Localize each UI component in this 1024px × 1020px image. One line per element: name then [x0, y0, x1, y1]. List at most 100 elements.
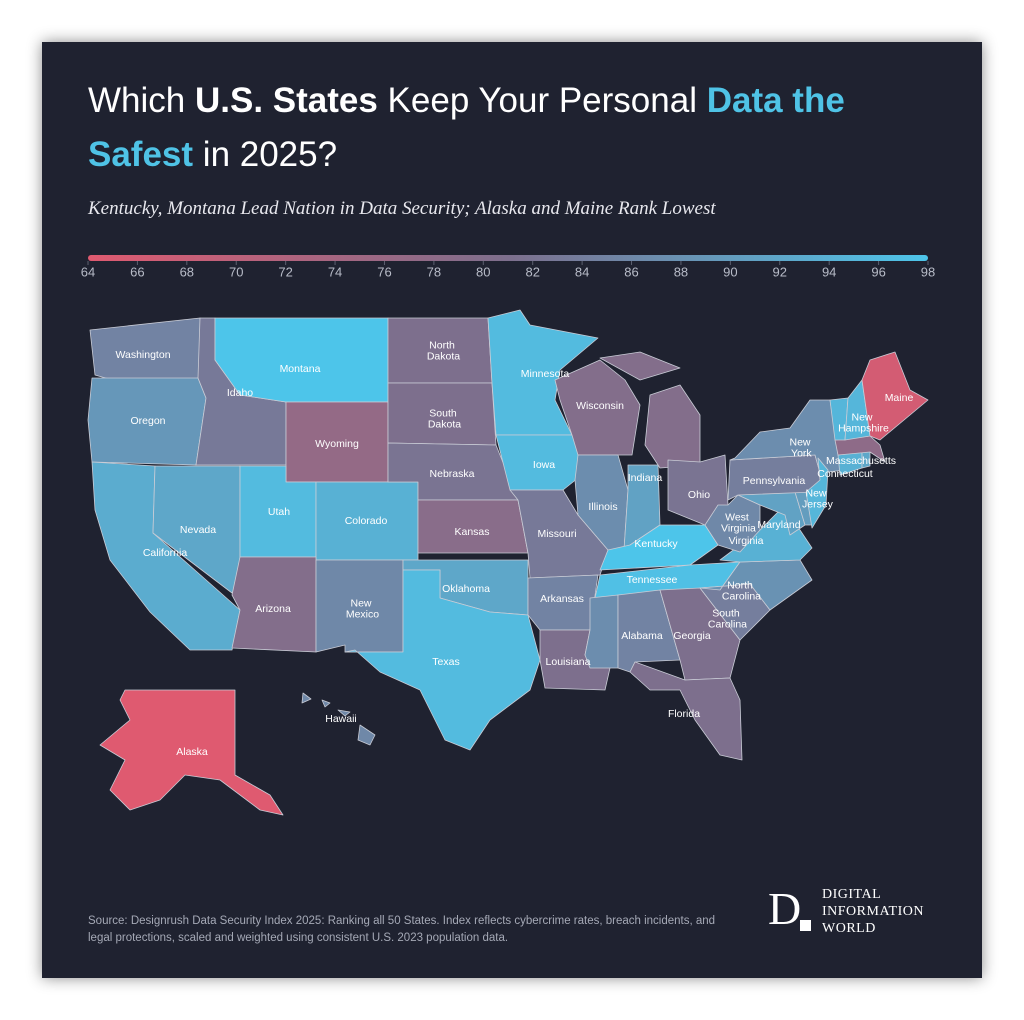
state-label: North Dakota	[424, 339, 460, 362]
tick-label: 64	[81, 264, 95, 279]
tick-label: 90	[723, 264, 737, 279]
logo-letter: D	[768, 883, 802, 934]
state-label: Oregon	[130, 415, 165, 427]
logo-line: WORLD	[822, 921, 876, 936]
title-part: Which	[88, 81, 195, 120]
subtitle: Kentucky, Montana Lead Nation in Data Se…	[88, 198, 716, 219]
label-line: Dakota	[425, 418, 461, 430]
state-label: West Virginia	[718, 511, 756, 534]
state	[344, 569, 541, 751]
state	[805, 457, 829, 529]
label-line: Jersey	[799, 498, 834, 510]
state	[301, 692, 376, 746]
label-line: South	[429, 407, 457, 419]
state	[99, 689, 284, 816]
state-label: North Carolina	[719, 579, 761, 602]
state-label: Massachusetts	[826, 455, 896, 467]
state-label: Montana	[280, 363, 321, 375]
tick-label: 74	[328, 264, 342, 279]
tick-label: 94	[822, 264, 836, 279]
state-label: New Hampshire	[835, 411, 889, 434]
title-part: Data the Safest	[88, 81, 845, 174]
state-label: Georgia	[673, 630, 711, 642]
state-label: Kentucky	[634, 538, 678, 550]
state-label: Maine	[885, 392, 914, 404]
logo: D DIGITAL INFORMATION WORLD	[768, 886, 924, 937]
tick-label: 92	[773, 264, 787, 279]
tick-label: 72	[278, 264, 292, 279]
state-label: Indiana	[628, 472, 663, 484]
state-label: New York	[788, 436, 812, 459]
state-label: California	[143, 547, 188, 559]
label-line: North	[429, 339, 455, 351]
state	[699, 559, 813, 611]
tick-label: 84	[575, 264, 589, 279]
logo-line: INFORMATION	[822, 904, 924, 919]
label-line: Carolina	[705, 618, 747, 630]
title: Which U.S. States Keep Your Personal Dat…	[88, 74, 938, 182]
label-line: Dakota	[424, 350, 460, 362]
tick-label: 70	[229, 264, 243, 279]
label-line: York	[788, 447, 812, 459]
label-line: New	[851, 411, 872, 423]
tick-label: 88	[674, 264, 688, 279]
state-label: South Dakota	[425, 407, 461, 430]
logo-square	[800, 920, 811, 931]
state-label: Arizona	[255, 603, 291, 615]
label-line: North	[727, 579, 753, 591]
tick-label: 96	[871, 264, 885, 279]
label-line: Hampshire	[835, 422, 889, 434]
label-line: New	[805, 487, 826, 499]
state-label: Missouri	[537, 528, 576, 540]
state-label: South Carolina	[705, 607, 747, 630]
state	[861, 351, 929, 441]
tick-label: 68	[180, 264, 194, 279]
state-label: Maryland	[757, 519, 800, 531]
state-label: Connecticut	[817, 468, 873, 480]
state-label: Alaska	[176, 746, 208, 758]
tick-label: 78	[427, 264, 441, 279]
state-label: Virginia	[729, 535, 764, 547]
state-label: Texas	[432, 656, 459, 668]
logo-text: DIGITAL INFORMATION WORLD	[822, 886, 924, 937]
state-label: Utah	[268, 506, 290, 518]
state-label: Florida	[668, 708, 700, 720]
tick-label: 66	[130, 264, 144, 279]
colorbar	[88, 255, 928, 261]
state-label: Kansas	[454, 526, 489, 538]
state-label: Ohio	[688, 489, 710, 501]
tick-label: 80	[476, 264, 490, 279]
title-part: U.S. States	[194, 81, 378, 120]
label-line: Mexico	[343, 608, 379, 620]
title-part: Keep Your Personal	[377, 81, 707, 120]
state-label: Wyoming	[315, 438, 359, 450]
state-label: Nevada	[180, 524, 216, 536]
state-label: Colorado	[345, 515, 388, 527]
state-label: Idaho	[227, 387, 253, 399]
state-label: New Jersey	[799, 487, 834, 510]
state-label: Pennsylvania	[743, 475, 806, 487]
state-label: Iowa	[533, 459, 555, 471]
logo-line: DIGITAL	[822, 887, 882, 902]
tick-label: 82	[525, 264, 539, 279]
state-label: New Mexico	[343, 597, 379, 620]
state-label: Louisiana	[546, 656, 591, 668]
label-line: New	[350, 597, 371, 609]
state-label: Hawaii	[325, 713, 357, 725]
label-line: Virginia	[718, 522, 756, 534]
label-line: Carolina	[719, 590, 761, 602]
state-label: Minnesota	[521, 368, 570, 380]
title-part: in 2025?	[193, 135, 338, 174]
state-label: Alabama	[621, 630, 663, 642]
state	[554, 359, 641, 456]
source-note: Source: Designrush Data Security Index 2…	[88, 915, 716, 944]
tick-label: 76	[377, 264, 391, 279]
logo-mark: D	[768, 886, 814, 932]
label-line: New	[789, 436, 810, 448]
state-label: Tennessee	[627, 574, 678, 586]
state-label: Wisconsin	[576, 400, 624, 412]
state-label: Illinois	[588, 501, 617, 513]
state-label: Washington	[115, 349, 170, 361]
